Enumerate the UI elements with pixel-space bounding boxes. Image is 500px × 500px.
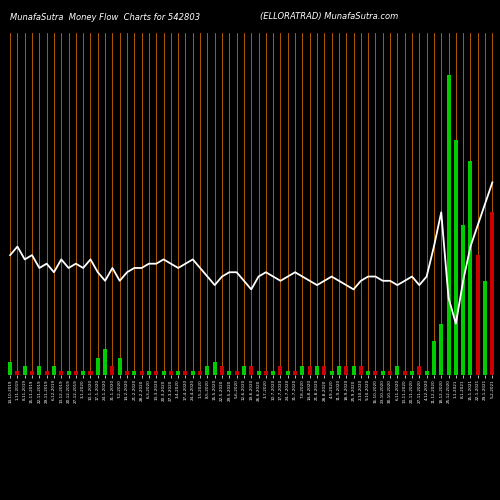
Bar	[132, 370, 136, 375]
Bar	[490, 212, 494, 375]
Bar	[330, 370, 334, 375]
Bar	[8, 362, 12, 375]
Bar	[30, 370, 34, 375]
Bar	[322, 366, 326, 375]
Bar	[96, 358, 100, 375]
Bar	[271, 370, 275, 375]
Bar	[286, 370, 290, 375]
Bar	[52, 366, 56, 375]
Bar	[125, 370, 129, 375]
Bar	[344, 366, 348, 375]
Bar	[140, 370, 143, 375]
Bar	[424, 370, 428, 375]
Bar	[374, 370, 378, 375]
Bar	[308, 366, 312, 375]
Bar	[337, 366, 341, 375]
Bar	[315, 366, 319, 375]
Bar	[242, 366, 246, 375]
Bar	[432, 341, 436, 375]
Bar	[169, 370, 173, 375]
Bar	[220, 366, 224, 375]
Bar	[176, 370, 180, 375]
Bar	[454, 140, 458, 375]
Bar	[212, 362, 216, 375]
Bar	[402, 370, 406, 375]
Bar	[483, 281, 487, 375]
Bar	[147, 370, 151, 375]
Bar	[228, 370, 232, 375]
Bar	[191, 370, 195, 375]
Text: (ELLORATRAD) MunafaSutra.com: (ELLORATRAD) MunafaSutra.com	[260, 12, 398, 22]
Bar	[38, 366, 42, 375]
Bar	[162, 370, 166, 375]
Bar	[184, 370, 188, 375]
Bar	[88, 370, 92, 375]
Bar	[198, 370, 202, 375]
Bar	[256, 370, 260, 375]
Bar	[103, 350, 107, 375]
Bar	[439, 324, 443, 375]
Bar	[44, 370, 48, 375]
Bar	[381, 370, 385, 375]
Bar	[410, 370, 414, 375]
Bar	[249, 366, 254, 375]
Bar	[206, 366, 210, 375]
Bar	[154, 370, 158, 375]
Bar	[352, 366, 356, 375]
Bar	[476, 255, 480, 375]
Bar	[446, 76, 450, 375]
Bar	[468, 161, 472, 375]
Bar	[66, 370, 70, 375]
Bar	[118, 358, 122, 375]
Bar	[16, 370, 20, 375]
Bar	[22, 366, 26, 375]
Bar	[110, 366, 114, 375]
Bar	[74, 370, 78, 375]
Bar	[418, 366, 422, 375]
Text: MunafaSutra  Money Flow  Charts for 542803: MunafaSutra Money Flow Charts for 542803	[10, 12, 200, 22]
Bar	[300, 366, 304, 375]
Bar	[278, 366, 282, 375]
Bar	[359, 366, 363, 375]
Bar	[388, 370, 392, 375]
Bar	[264, 370, 268, 375]
Bar	[461, 225, 465, 375]
Bar	[234, 370, 238, 375]
Bar	[60, 370, 64, 375]
Bar	[396, 366, 400, 375]
Bar	[81, 370, 85, 375]
Bar	[366, 370, 370, 375]
Bar	[293, 370, 297, 375]
